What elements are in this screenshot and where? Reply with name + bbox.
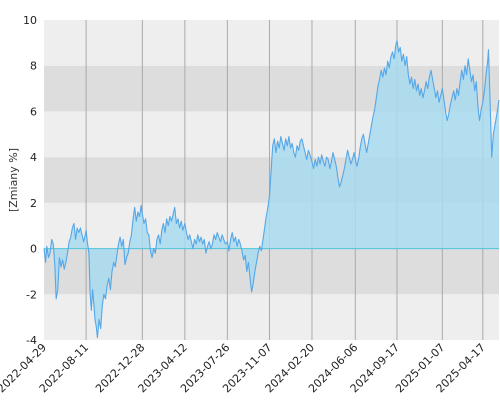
background-band bbox=[44, 20, 499, 66]
y-tick-label: -4 bbox=[26, 334, 37, 347]
series-line bbox=[43, 40, 500, 339]
y-tick-label: 4 bbox=[30, 151, 37, 164]
series-area bbox=[44, 40, 499, 338]
y-tick-label: 10 bbox=[23, 14, 37, 27]
series-group bbox=[43, 40, 500, 339]
y-tick-label: 0 bbox=[30, 243, 37, 256]
y-tick-label: -2 bbox=[26, 288, 37, 301]
y-axis-label: [Zmiany %] bbox=[7, 148, 20, 212]
background-band bbox=[44, 294, 499, 340]
y-tick-label: 2 bbox=[30, 197, 37, 210]
y-tick-label: 8 bbox=[30, 60, 37, 73]
y-tick-labels: -4 -2 0 2 4 6 8 10 bbox=[23, 14, 37, 347]
background-band bbox=[44, 248, 499, 295]
y-tick-label: 6 bbox=[30, 105, 37, 118]
